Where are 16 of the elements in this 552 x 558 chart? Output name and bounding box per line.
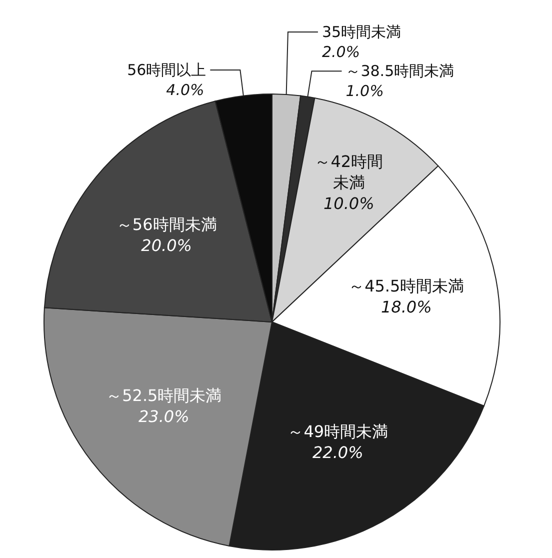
slice-label: 35時間未満 (322, 23, 402, 41)
slice-label: 56時間以上 (127, 61, 206, 80)
slice-label: ～45.5時間未満 (348, 276, 464, 296)
data-label: 10.0% (323, 194, 374, 214)
data-label: 22.0% (312, 442, 364, 462)
data-label: 4.0% (166, 81, 204, 100)
data-label: 18.0% (380, 297, 432, 316)
slice-label: ～56時間未満 (116, 214, 217, 234)
slice-label: ～49時間未満 (288, 422, 388, 441)
data-label: 2.0% (322, 43, 360, 61)
data-label: 20.0% (141, 236, 192, 255)
slice-label: ～42時間未満 (314, 152, 384, 192)
slice-label: ～52.5時間未満 (106, 386, 222, 405)
data-label: 23.0% (138, 406, 190, 426)
slice-label: ～38.5時間未満 (346, 62, 454, 80)
data-label: 1.0% (346, 82, 384, 100)
